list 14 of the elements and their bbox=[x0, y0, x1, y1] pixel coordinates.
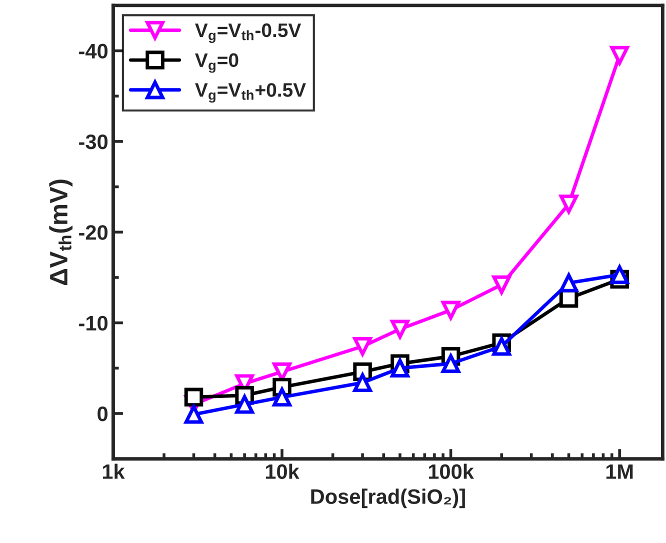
y-tick-label: -30 bbox=[79, 134, 108, 150]
x-tick-label: 1k bbox=[102, 464, 125, 479]
y-axis-title: ΔV$_{th}$(mV) bbox=[49, 180, 72, 285]
x-tick-label: 1M bbox=[606, 464, 633, 479]
y-tick-label: -10 bbox=[79, 316, 108, 331]
x-axis-title: Dose[rad(SiO₂)] bbox=[311, 488, 465, 508]
x-tick-label: 100k bbox=[428, 464, 474, 479]
legend-label: V$_{g}$=V$_{th}$-0.5V bbox=[195, 23, 302, 43]
y-tick-label: 0 bbox=[98, 406, 108, 422]
x-tick-label: 10k bbox=[266, 464, 300, 479]
y-tick-label: -20 bbox=[79, 225, 108, 240]
legend-label: V$_{g}$=V$_{th}$+0.5V bbox=[195, 83, 306, 103]
legend-label: V$_{g}$=0 bbox=[195, 53, 238, 73]
y-tick-label: -40 bbox=[79, 44, 108, 59]
